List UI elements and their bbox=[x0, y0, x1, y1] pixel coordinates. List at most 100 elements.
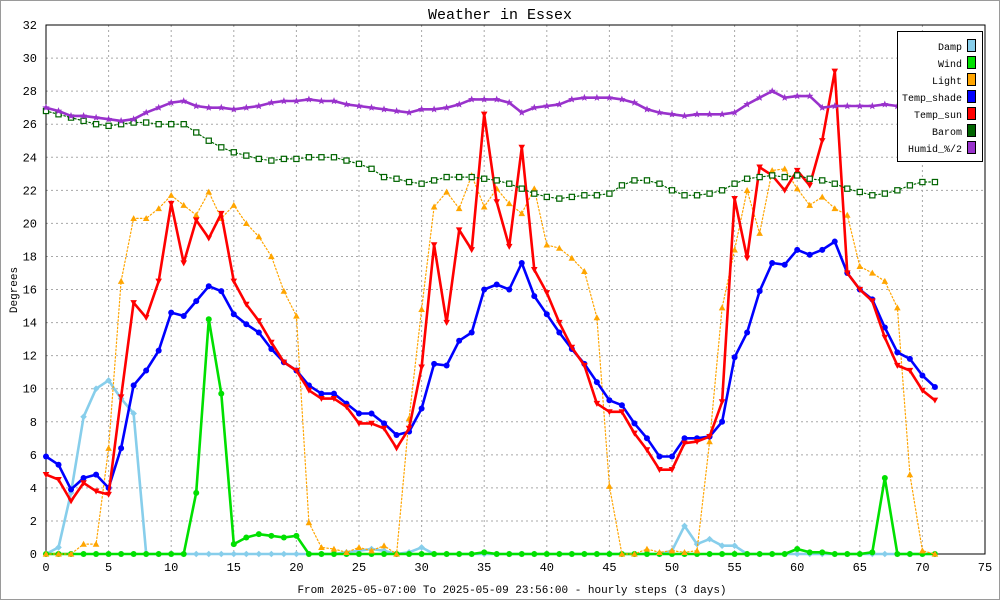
point-wind bbox=[193, 489, 200, 496]
point-humid-2 bbox=[380, 105, 388, 113]
y-tick-label: 14 bbox=[23, 317, 37, 331]
point-temp-sun bbox=[205, 235, 213, 242]
point-humid-2 bbox=[580, 93, 589, 101]
point-temp-shade bbox=[468, 329, 475, 336]
point-barom bbox=[506, 180, 513, 187]
point-humid-2 bbox=[155, 103, 163, 111]
point-temp-sun bbox=[505, 243, 513, 250]
point-barom bbox=[781, 173, 788, 181]
point-wind bbox=[80, 551, 87, 557]
point-temp-shade bbox=[368, 410, 375, 417]
point-wind bbox=[794, 546, 801, 553]
point-wind bbox=[305, 551, 312, 557]
point-humid-2 bbox=[342, 100, 351, 108]
point-temp-sun bbox=[931, 397, 939, 404]
point-barom bbox=[268, 157, 275, 164]
point-damp bbox=[230, 550, 238, 558]
point-temp-shade bbox=[756, 288, 763, 295]
legend: Damp Wind Light Temp_shade Temp_sun Barom Humi… bbox=[897, 31, 983, 162]
point-humid-2 bbox=[568, 95, 576, 103]
point-barom bbox=[894, 187, 901, 194]
point-barom bbox=[455, 173, 463, 181]
point-damp bbox=[130, 410, 137, 417]
point-temp-shade bbox=[381, 420, 388, 427]
point-light bbox=[418, 306, 425, 312]
point-barom bbox=[418, 180, 425, 187]
point-barom bbox=[468, 173, 475, 181]
point-light bbox=[67, 550, 75, 557]
point-barom bbox=[731, 180, 738, 187]
point-barom bbox=[756, 173, 763, 181]
point-wind bbox=[456, 551, 463, 557]
point-humid-2 bbox=[305, 95, 313, 103]
point-barom bbox=[768, 172, 776, 179]
point-temp-shade bbox=[481, 286, 488, 293]
point-barom bbox=[869, 192, 876, 199]
point-light bbox=[280, 287, 288, 294]
point-humid-2 bbox=[280, 97, 288, 105]
point-temp-sun bbox=[618, 409, 626, 416]
x-tick-label: 30 bbox=[414, 561, 428, 575]
point-temp-shade bbox=[681, 435, 688, 442]
x-axis-title: From 2025-05-07:00 To 2025-05-09 23:56:0… bbox=[297, 585, 726, 597]
point-humid-2 bbox=[718, 110, 726, 118]
point-humid-2 bbox=[468, 95, 476, 103]
point-humid-2 bbox=[417, 105, 426, 113]
point-barom bbox=[819, 177, 826, 184]
point-barom bbox=[606, 190, 613, 197]
y-tick-label: 26 bbox=[23, 118, 37, 132]
y-tick-label: 32 bbox=[23, 19, 37, 33]
point-barom bbox=[668, 187, 676, 194]
line-temp-sun bbox=[44, 70, 937, 503]
point-temp-shade bbox=[919, 372, 926, 379]
x-tick-label: 50 bbox=[665, 561, 679, 575]
point-temp-shade bbox=[894, 349, 901, 356]
point-light bbox=[530, 185, 538, 192]
point-light bbox=[668, 547, 676, 554]
point-wind bbox=[230, 541, 237, 548]
legend-swatch bbox=[967, 107, 976, 120]
point-light bbox=[142, 215, 150, 222]
point-temp-shade bbox=[218, 288, 225, 295]
point-light bbox=[355, 544, 363, 551]
point-wind bbox=[906, 551, 913, 557]
x-tick-label: 15 bbox=[227, 561, 241, 575]
point-barom bbox=[618, 182, 626, 189]
point-light bbox=[430, 203, 438, 210]
point-humid-2 bbox=[605, 93, 614, 101]
tick-labels: 0 5 10 15 20 25 30 35 40 45 50 55 60 65 70 750246810121… bbox=[23, 19, 993, 575]
point-light bbox=[343, 549, 350, 555]
point-wind bbox=[819, 549, 826, 556]
point-barom bbox=[80, 117, 87, 125]
point-temp-shade bbox=[55, 461, 62, 468]
point-light bbox=[818, 193, 826, 200]
point-barom bbox=[168, 120, 175, 128]
point-humid-2 bbox=[630, 98, 639, 106]
point-barom bbox=[193, 129, 200, 136]
point-temp-shade bbox=[393, 431, 400, 438]
point-humid-2 bbox=[655, 108, 664, 116]
point-barom bbox=[919, 178, 926, 186]
point-humid-2 bbox=[831, 102, 839, 110]
point-temp-shade bbox=[493, 281, 500, 288]
point-light bbox=[505, 200, 513, 207]
point-temp-shade bbox=[456, 337, 463, 344]
point-light bbox=[518, 210, 526, 217]
point-humid-2 bbox=[205, 103, 213, 111]
point-wind bbox=[468, 551, 475, 557]
point-wind bbox=[781, 551, 788, 557]
point-wind bbox=[706, 551, 713, 557]
point-temp-sun bbox=[843, 270, 851, 277]
y-axis-title: Degrees bbox=[9, 267, 21, 313]
point-light bbox=[793, 185, 801, 192]
x-tick-label: 60 bbox=[790, 561, 804, 575]
point-temp-shade bbox=[80, 474, 87, 481]
point-temp-sun bbox=[668, 467, 676, 473]
point-barom bbox=[243, 152, 250, 159]
point-temp-shade bbox=[719, 418, 726, 425]
point-temp-sun bbox=[818, 138, 826, 145]
point-barom bbox=[656, 180, 663, 187]
point-barom bbox=[706, 190, 713, 197]
point-temp-shade bbox=[130, 382, 137, 389]
